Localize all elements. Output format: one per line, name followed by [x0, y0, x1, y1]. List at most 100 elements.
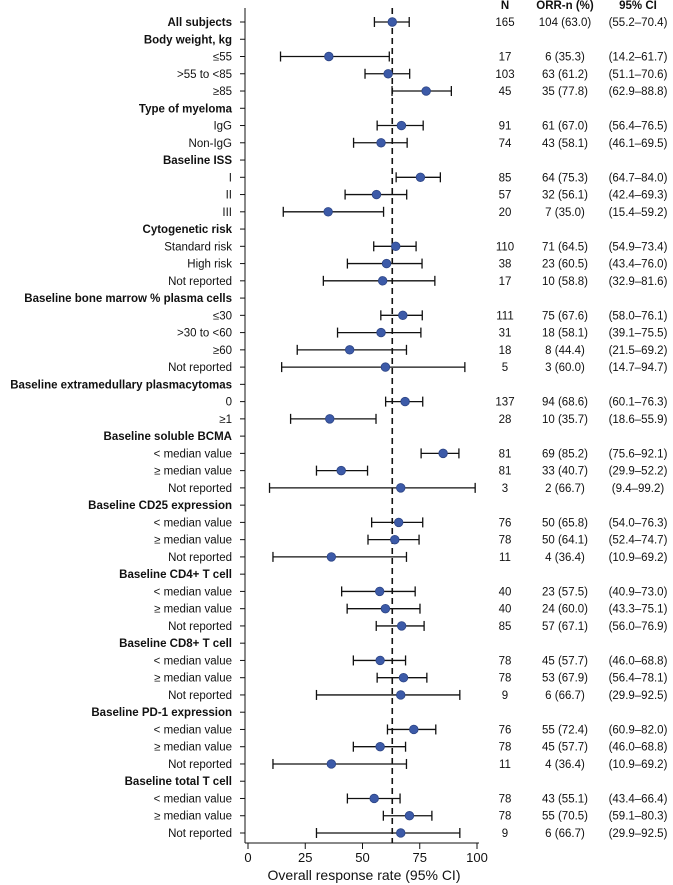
n-value: 11	[499, 759, 511, 771]
group-header: Baseline extramedullary plasmacytomas	[10, 379, 232, 391]
row-label: Not reported	[168, 828, 232, 840]
n-value: 76	[499, 517, 512, 529]
ci-value: (15.4–59.2)	[609, 207, 668, 219]
ci-value: (9.4–99.2)	[612, 483, 665, 495]
estimate-point	[380, 603, 391, 614]
estimate-point	[390, 534, 400, 545]
n-value: 78	[499, 535, 512, 547]
group-header: Baseline total T cell	[125, 776, 232, 788]
n-value: 9	[502, 828, 508, 840]
x-tick-label: 75	[413, 850, 427, 865]
row-label: Not reported	[168, 621, 232, 633]
estimate-point	[344, 345, 355, 355]
n-value: 9	[502, 690, 508, 702]
row-label: < median value	[154, 517, 232, 529]
ci-value: (60.1–76.3)	[609, 397, 668, 409]
estimate-point	[391, 241, 401, 252]
estimate-point	[383, 69, 393, 79]
orr-value: 64 (75.3)	[542, 172, 588, 184]
n-value: 17	[499, 52, 512, 64]
estimate-point	[404, 811, 415, 821]
ci-value: (14.2–61.7)	[609, 52, 668, 64]
row-label: ≥ median value	[154, 466, 232, 478]
ci-value: (14.7–94.7)	[609, 362, 668, 374]
orr-value: 4 (36.4)	[545, 552, 585, 564]
orr-value: 4 (36.4)	[545, 759, 585, 771]
orr-value: 57 (67.1)	[542, 621, 588, 633]
row-labels: All subjects Body weight, kg ≤55 >55 to <85…	[10, 17, 232, 840]
n-value: 17	[499, 276, 512, 288]
x-tick-label: 25	[298, 850, 312, 865]
ci-value: (46.0–68.8)	[609, 655, 668, 667]
n-value: 31	[499, 328, 512, 340]
row-label: ≥ median value	[154, 535, 232, 547]
n-value: 18	[499, 345, 512, 357]
n-value: 110	[496, 241, 514, 253]
orr-value: 10 (58.8)	[542, 276, 588, 288]
ci-value: (18.6–55.9)	[609, 414, 668, 426]
row-label: < median value	[154, 793, 232, 805]
group-header: Baseline CD8+ T cell	[119, 638, 232, 650]
n-value: 78	[499, 673, 512, 685]
orr-value: 6 (35.3)	[545, 52, 585, 64]
n-value: 81	[499, 466, 512, 478]
n-value: 45	[499, 86, 512, 98]
orr-value: 35 (77.8)	[542, 86, 588, 98]
n-value: 78	[499, 742, 512, 754]
n-value: 57	[499, 190, 512, 202]
x-axis-title: Overall response rate (95% CI)	[268, 867, 461, 883]
estimate-point	[336, 465, 346, 476]
n-value: 81	[499, 448, 512, 460]
row-label: Not reported	[168, 276, 232, 288]
estimate-point	[369, 793, 379, 804]
plot-area	[240, 8, 476, 843]
estimate-point	[375, 742, 385, 752]
ci-value: (29.9–92.5)	[609, 828, 668, 840]
ci-value: (54.9–73.4)	[609, 241, 668, 253]
ci-value: (29.9–52.2)	[609, 466, 668, 478]
row-label: II	[226, 190, 232, 202]
ci-value: (54.0–76.3)	[609, 517, 668, 529]
row-label: High risk	[187, 259, 232, 271]
estimate-point	[400, 396, 410, 407]
estimate-point	[324, 51, 334, 62]
ci-value: (43.4–76.0)	[609, 259, 668, 271]
orr-value: 71 (64.5)	[542, 241, 588, 253]
group-header: Type of myeloma	[139, 103, 233, 115]
group-header: Baseline bone marrow % plasma cells	[24, 293, 232, 305]
ci-value: (75.6–92.1)	[609, 448, 668, 460]
estimate-point	[396, 690, 406, 700]
row-label: Not reported	[168, 483, 232, 495]
ci-value: (62.9–88.8)	[609, 86, 668, 98]
orr-value: 43 (58.1)	[542, 138, 588, 150]
orr-value: 3 (60.0)	[545, 362, 585, 374]
orr-value: 69 (85.2)	[542, 448, 588, 460]
group-header: Baseline CD4+ T cell	[119, 569, 232, 581]
ci-value: (29.9–92.5)	[609, 690, 668, 702]
orr-value: 45 (57.7)	[542, 742, 588, 754]
ci-value: (43.3–75.1)	[609, 604, 668, 616]
estimate-point	[323, 207, 333, 217]
ci-value: (21.5–69.2)	[609, 345, 668, 357]
ci-value: (10.9–69.2)	[609, 759, 668, 771]
ci-value: (32.9–81.6)	[609, 276, 668, 288]
row-label: Not reported	[168, 552, 232, 564]
estimate-point	[415, 172, 426, 182]
row-label: I	[229, 172, 232, 184]
estimate-point	[421, 86, 431, 96]
orr-value: 94 (68.6)	[542, 397, 588, 409]
orr-value: 8 (44.4)	[545, 345, 585, 357]
estimate-point	[396, 120, 407, 131]
row-label: < median value	[154, 724, 232, 736]
x-tick-label: 0	[244, 850, 251, 865]
row-label: Not reported	[168, 362, 232, 374]
group-header: Baseline CD25 expression	[88, 500, 232, 512]
column-header-orr: ORR-n (%)	[536, 0, 594, 12]
ci-value: (52.4–74.7)	[609, 535, 668, 547]
estimate-point	[326, 552, 337, 562]
orr-value: 50 (64.1)	[542, 535, 588, 547]
orr-value: 75 (67.6)	[542, 310, 588, 322]
estimate-point	[374, 586, 385, 597]
orr-value: 63 (61.2)	[542, 69, 588, 81]
orr-value: 18 (58.1)	[542, 328, 588, 340]
